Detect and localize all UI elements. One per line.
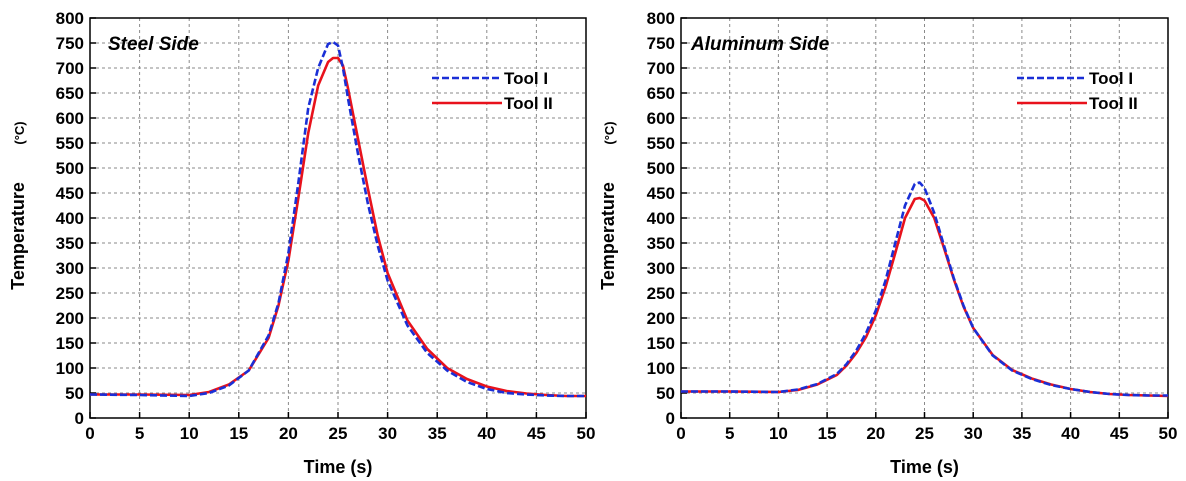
panel-title: Steel Side [108, 34, 199, 55]
x-tick-label: 15 [818, 424, 837, 443]
y-tick-label: 650 [647, 84, 675, 103]
legend-label-tool-ii: Tool II [504, 94, 553, 113]
y-tick-label: 800 [56, 9, 84, 28]
y-tick-label: 250 [56, 284, 84, 303]
panel-title: Aluminum Side [690, 34, 830, 55]
y-axis-label: Temperature [8, 182, 28, 290]
y-tick-label: 300 [56, 259, 84, 278]
y-tick-label: 50 [656, 384, 675, 403]
x-tick-label: 0 [676, 424, 685, 443]
x-tick-label: 45 [1110, 424, 1129, 443]
x-tick-label: 15 [229, 424, 248, 443]
y-axis-unit: (°C) [602, 121, 617, 144]
x-tick-label: 25 [329, 424, 348, 443]
y-tick-label: 600 [56, 109, 84, 128]
legend-label-tool-i: Tool I [1089, 69, 1133, 88]
y-tick-label: 550 [647, 134, 675, 153]
y-axis-unit: (°C) [12, 121, 27, 144]
x-tick-label: 40 [1061, 424, 1080, 443]
y-tick-label: 150 [647, 334, 675, 353]
y-tick-label: 750 [56, 34, 84, 53]
x-tick-label: 30 [378, 424, 397, 443]
x-tick-label: 20 [279, 424, 298, 443]
legend-label-tool-i: Tool I [504, 69, 548, 88]
y-tick-label: 650 [56, 84, 84, 103]
y-tick-label: 400 [647, 209, 675, 228]
x-tick-label: 40 [477, 424, 496, 443]
series-line-tool-i [89, 40, 586, 398]
grid-lines [90, 18, 586, 418]
y-tick-label: 150 [56, 334, 84, 353]
y-tick-label: 500 [56, 159, 84, 178]
x-tick-label: 0 [85, 424, 94, 443]
x-tick-label: 35 [1012, 424, 1031, 443]
x-tick-label: 30 [964, 424, 983, 443]
x-tick-label: 35 [428, 424, 447, 443]
y-tick-label: 450 [647, 184, 675, 203]
y-tick-label: 350 [647, 234, 675, 253]
x-tick-label: 10 [180, 424, 199, 443]
y-tick-label: 300 [647, 259, 675, 278]
y-tick-label: 200 [647, 309, 675, 328]
x-tick-label: 50 [577, 424, 596, 443]
legend: Tool I Tool II [432, 69, 553, 113]
y-tick-label: 800 [647, 9, 675, 28]
y-tick-label: 400 [56, 209, 84, 228]
y-tick-label: 350 [56, 234, 84, 253]
y-axis-label: Temperature [598, 182, 618, 290]
y-tick-label: 100 [56, 359, 84, 378]
y-tick-label: 750 [647, 34, 675, 53]
x-tick-label: 5 [725, 424, 734, 443]
y-tick-label: 0 [666, 409, 675, 428]
y-tick-label: 200 [56, 309, 84, 328]
x-axis-label: Time (s) [304, 457, 373, 477]
x-axis-label: Time (s) [890, 457, 959, 477]
y-tick-label: 500 [647, 159, 675, 178]
x-tick-label: 45 [527, 424, 546, 443]
grid-lines [681, 18, 1168, 418]
y-tick-label: 450 [56, 184, 84, 203]
x-tick-label: 5 [135, 424, 144, 443]
y-tick-label: 250 [647, 284, 675, 303]
y-tick-label: 50 [65, 384, 84, 403]
y-tick-label: 100 [647, 359, 675, 378]
aluminum-side-chart: 0 5 10 15 20 25 30 35 40 45 5005010015020025030035… [598, 9, 1177, 477]
y-tick-label: 700 [647, 59, 675, 78]
y-tick-label: 550 [56, 134, 84, 153]
legend: Tool I Tool II [1017, 69, 1138, 113]
steel-side-chart: 0 5 10 15 20 25 30 35 40 45 5005010015020025030035… [8, 9, 595, 477]
series-line-tool-ii [681, 196, 1169, 398]
x-tick-label: 20 [866, 424, 885, 443]
y-tick-label: 0 [75, 409, 84, 428]
x-tick-label: 50 [1159, 424, 1178, 443]
legend-label-tool-ii: Tool II [1089, 94, 1138, 113]
y-tick-label: 600 [647, 109, 675, 128]
x-tick-label: 10 [769, 424, 788, 443]
x-tick-label: 25 [915, 424, 934, 443]
y-tick-label: 700 [56, 59, 84, 78]
